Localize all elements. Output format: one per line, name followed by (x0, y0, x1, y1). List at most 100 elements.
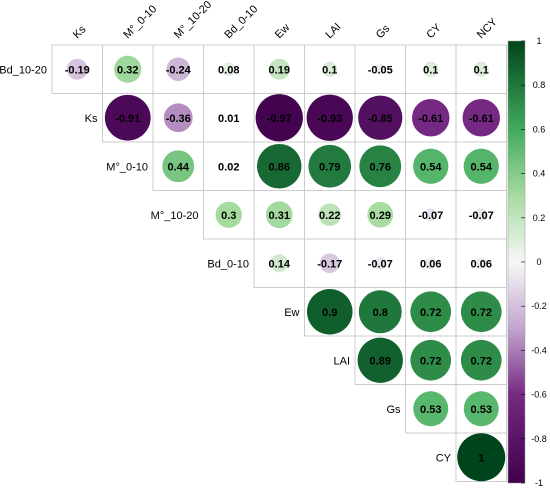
correlation-circle (270, 254, 289, 273)
column-label: M°_10-20 (172, 0, 214, 41)
correlation-value: 0.14 (269, 258, 291, 270)
correlation-circle (322, 61, 338, 77)
row-label: Gs (386, 404, 401, 416)
column-label: CY (424, 21, 444, 41)
correlation-circle (412, 99, 450, 137)
colorbar-gradient (508, 41, 525, 483)
correlation-value: 0.89 (370, 355, 391, 367)
colorbar-tick-label: 0.4 (533, 169, 546, 179)
column-label: M°_0-10 (121, 3, 159, 41)
column-label: Ew (273, 22, 292, 41)
colorbar-tick-label: -1 (535, 478, 543, 488)
correlation-value: 0.54 (420, 161, 442, 173)
colorbar-tick-label: -0.6 (531, 390, 547, 400)
correlation-circle (462, 99, 500, 137)
correlation-value: 0.44 (168, 161, 190, 173)
correlation-circle (473, 61, 489, 77)
correlation-circle (358, 95, 403, 140)
correlation-circle (215, 201, 242, 228)
correlation-value: -0.07 (418, 210, 443, 222)
correlation-value: 0.76 (370, 161, 391, 173)
correlation-circle (474, 208, 488, 222)
colorbar-tick-label: 1 (536, 36, 541, 46)
correlation-value: -0.97 (267, 113, 292, 125)
colorbar-tick-label: 0.2 (533, 213, 546, 223)
correlation-circle (166, 57, 191, 82)
correlation-value: 0.02 (218, 161, 239, 173)
correlation-circle (162, 150, 195, 183)
matrix-grid (51, 44, 507, 482)
correlation-circle (359, 145, 402, 188)
correlation-circle (424, 257, 437, 270)
colorbar-tick-label: -0.2 (531, 301, 547, 311)
correlation-circle (423, 61, 439, 77)
correlation-circle (463, 148, 499, 184)
correlation-value: 0.1 (423, 64, 438, 76)
correlation-value: -0.93 (317, 113, 342, 125)
correlation-circle (225, 162, 233, 170)
row-label: M°_0-10 (106, 161, 148, 173)
correlation-value: 0.72 (420, 307, 441, 319)
correlation-value: -0.05 (368, 64, 393, 76)
colorbar-tick-label: -0.8 (531, 434, 547, 444)
correlation-value: 0.8 (373, 307, 388, 319)
correlation-value: 0.53 (471, 404, 492, 416)
correlation-value: -0.91 (115, 113, 140, 125)
colorbar-tick-label: 0.8 (533, 80, 546, 90)
correlation-circle (410, 339, 452, 381)
column-label: LAI (323, 21, 343, 41)
correlation-value: 0.53 (420, 404, 441, 416)
correlation-value: 0.79 (319, 161, 340, 173)
correlation-value: -0.61 (469, 113, 494, 125)
correlation-circle (424, 208, 438, 222)
correlation-circle (306, 94, 353, 141)
correlation-circle (163, 103, 193, 133)
correlation-circle (410, 291, 452, 333)
correlation-value: 0.1 (474, 64, 489, 76)
correlation-value: 0.1 (322, 64, 337, 76)
correlation-value: -0.61 (418, 113, 443, 125)
column-label: Bd_0-10 (222, 3, 260, 41)
column-label: Gs (374, 22, 393, 41)
correlation-circle (318, 203, 342, 227)
correlation-circle (413, 391, 449, 427)
correlation-circle (367, 201, 394, 228)
correlation-circle (373, 256, 387, 270)
correlation-circle (357, 337, 403, 383)
correlation-value: -0.07 (368, 258, 393, 270)
correlation-circle (221, 62, 236, 77)
row-label: Bd_10-20 (0, 64, 47, 76)
correlation-value: 0.72 (471, 307, 492, 319)
color-legend: 1 0.8 0.6 0.4 0.2 0 -0.2 -0.4 -0.6 -0.8 -1 (507, 36, 547, 488)
correlation-circle (104, 94, 151, 141)
correlation-value: 0.3 (221, 210, 236, 222)
correlation-circle (268, 58, 290, 80)
correlation-value: 0.54 (471, 161, 493, 173)
correlation-circle (256, 143, 302, 189)
correlation-circle (374, 63, 386, 75)
correlation-value: 0.22 (319, 210, 340, 222)
row-label: Ks (85, 113, 98, 125)
correlation-circle (319, 253, 340, 274)
column-label: Ks (71, 23, 89, 41)
row-label: Ew (284, 307, 299, 319)
correlation-circle (114, 55, 142, 83)
correlation-value: 0.06 (420, 258, 441, 270)
correlation-value: 0.72 (471, 355, 492, 367)
correlation-circle (475, 257, 488, 270)
correlation-value: 0.9 (322, 307, 337, 319)
grid-cell (455, 432, 507, 482)
correlation-circle (66, 58, 88, 80)
correlation-value: 0.72 (420, 355, 441, 367)
column-label: NCY (475, 16, 500, 41)
correlation-circle (265, 201, 293, 229)
correlation-circle (460, 291, 502, 333)
correlation-value: 0.32 (117, 64, 138, 76)
row-label: M°_10-20 (151, 210, 199, 222)
correlation-value: -0.24 (166, 64, 192, 76)
correlation-value: 0.19 (269, 64, 290, 76)
correlation-value: -0.07 (469, 210, 494, 222)
correlation-value: -0.17 (317, 258, 342, 270)
colorbar-tick-label: 0.6 (533, 124, 546, 134)
